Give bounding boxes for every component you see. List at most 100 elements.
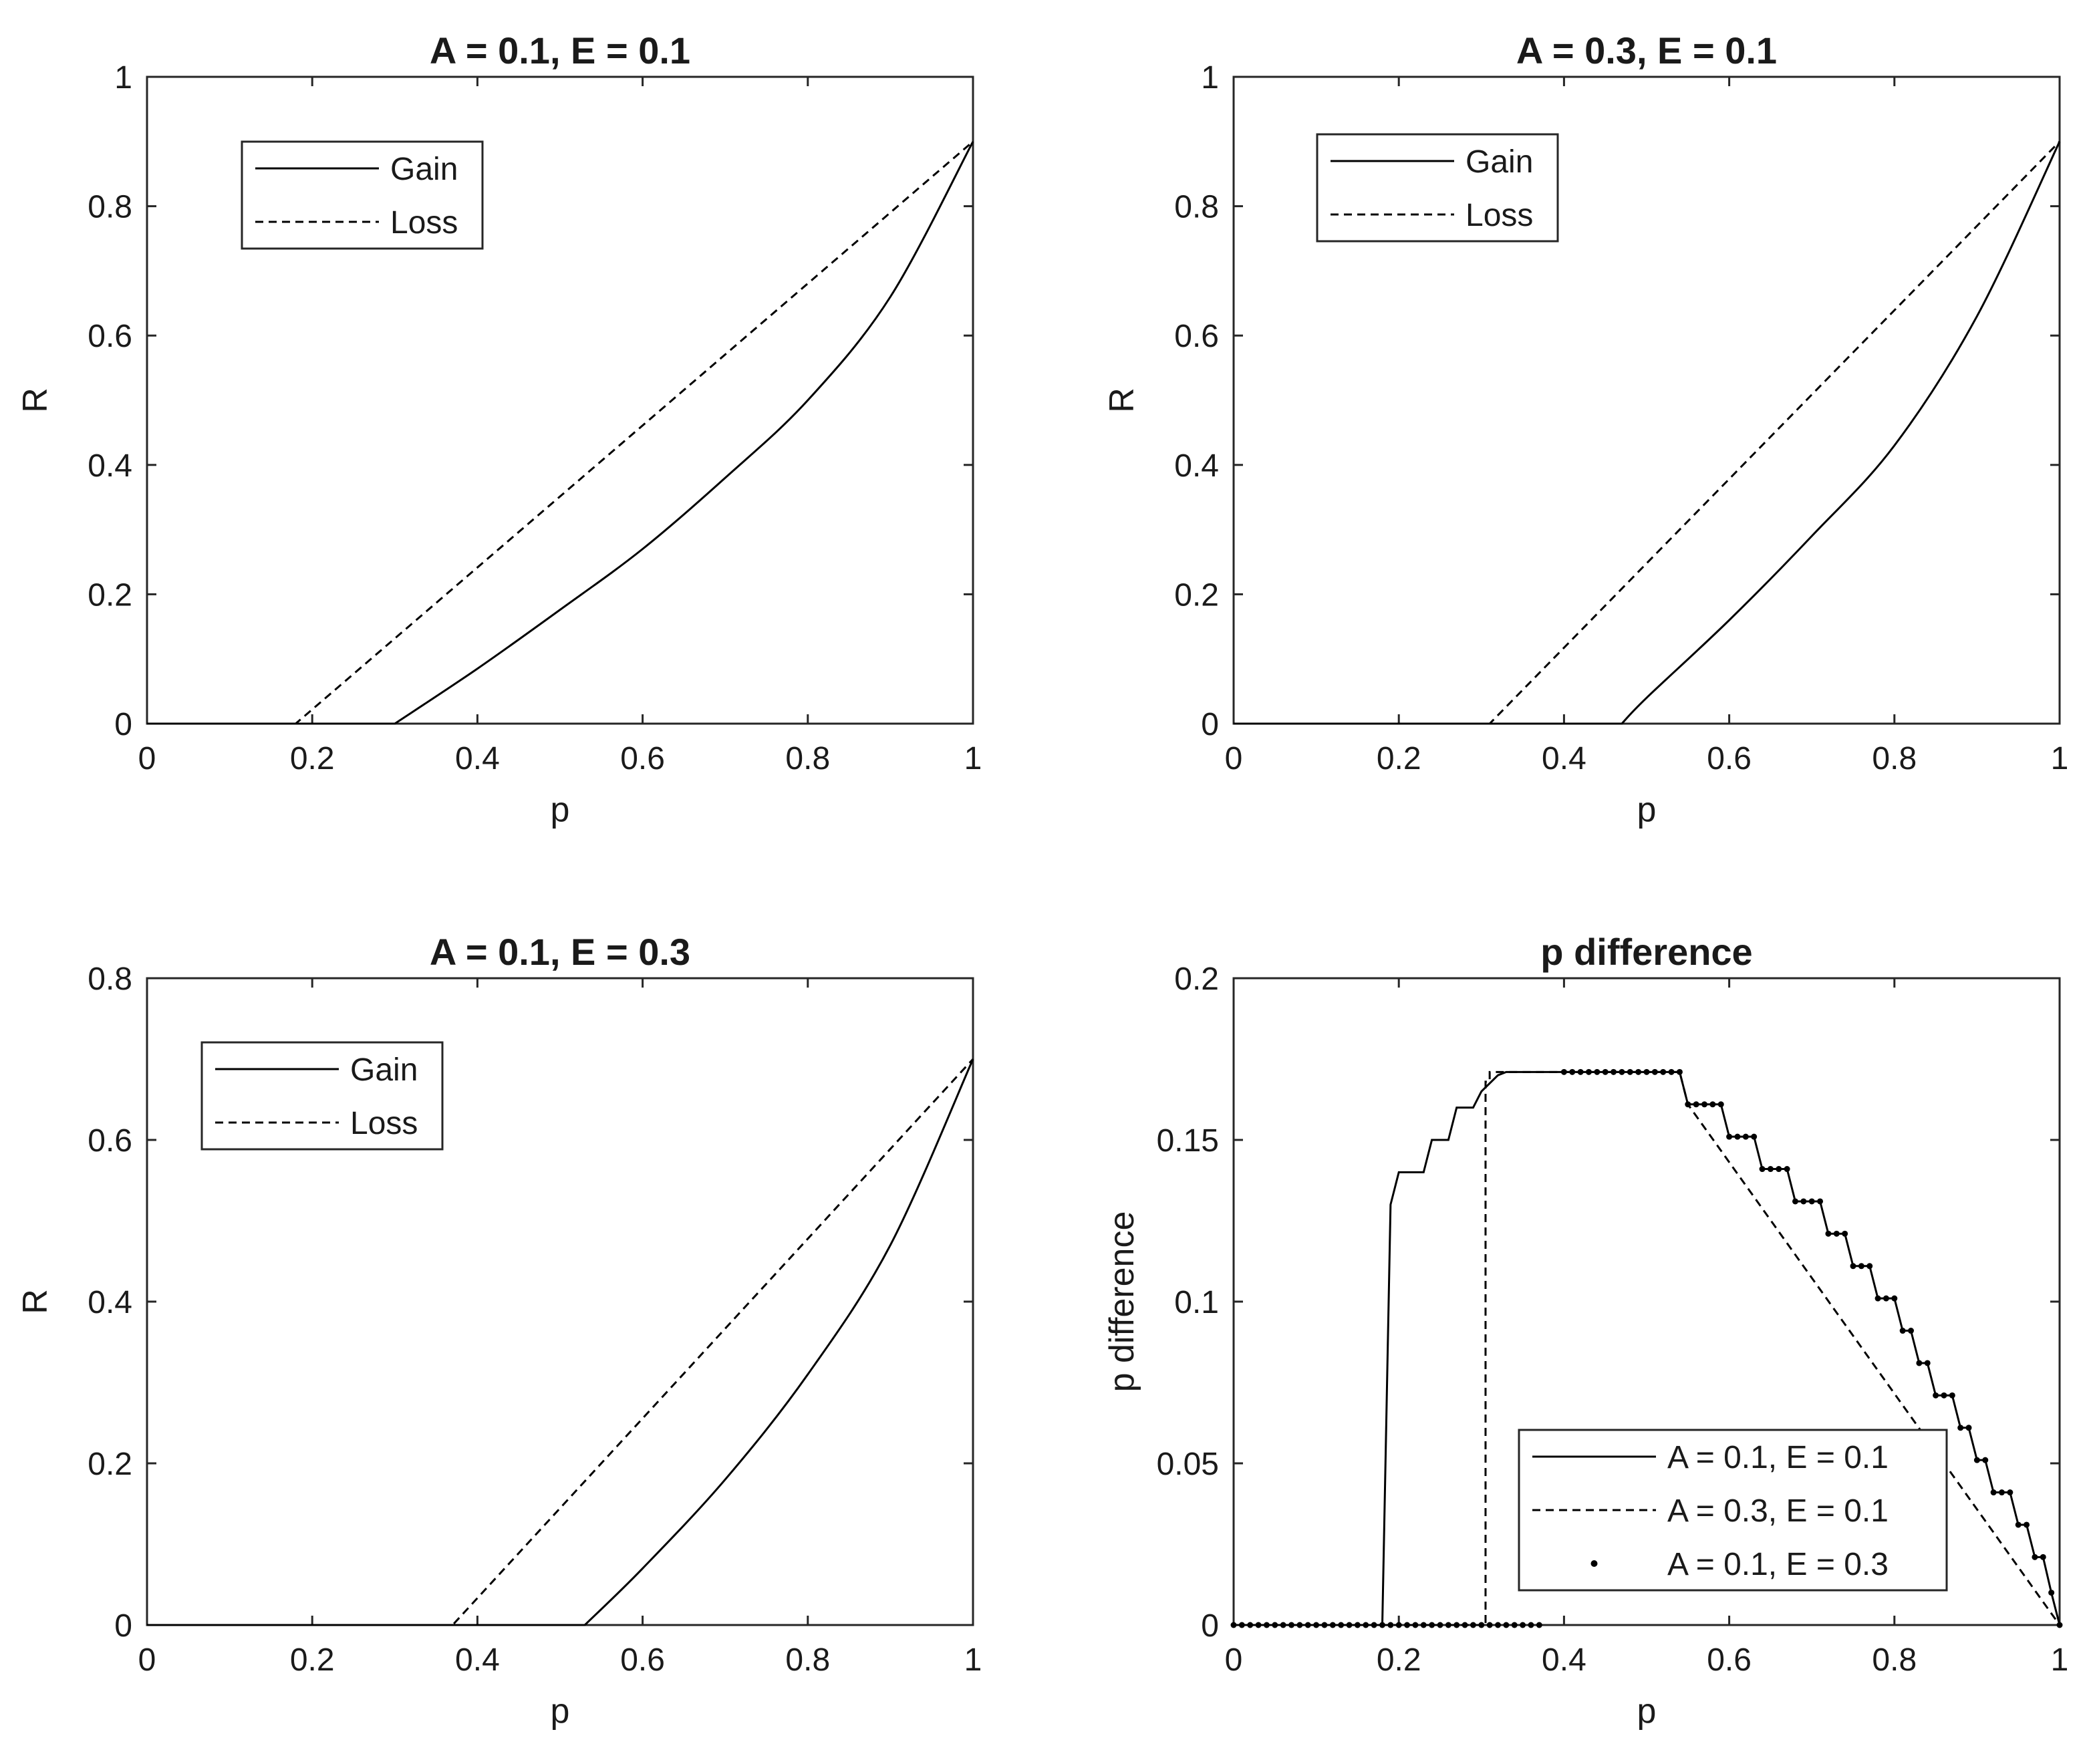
data-point	[1676, 1068, 1683, 1075]
legend-label: A = 0.1, E = 0.1	[1667, 1440, 1889, 1475]
series-line	[1234, 141, 2061, 725]
series-line	[147, 1058, 974, 1626]
x-axis-label: p	[1637, 1692, 1657, 1731]
data-point	[2024, 1521, 2030, 1528]
legend-box	[200, 1041, 444, 1151]
y-tick-label: 0.8	[88, 190, 132, 225]
data-point	[1776, 1166, 1782, 1173]
legend: Gain Loss	[1316, 133, 1559, 243]
x-tick-label: 0.8	[1872, 1642, 1917, 1678]
chart-title: A = 0.3, E = 0.1	[1516, 29, 1777, 71]
data-point	[1602, 1068, 1609, 1075]
legend-label: Gain	[390, 152, 458, 187]
panel-bottom-right: 0 0.2 0.4 0.6 0.8 1 0 0.05 0.1 0.15 0.2 p differenc…	[1103, 931, 2068, 1731]
legend-label: A = 0.1, E = 0.3	[1667, 1547, 1889, 1582]
data-point	[1908, 1328, 1915, 1334]
x-tick-label: 0.4	[455, 1642, 500, 1678]
y-tick-label: 0	[1201, 707, 1219, 742]
data-point	[1850, 1263, 1856, 1270]
y-tick-label: 0.2	[88, 1447, 132, 1482]
data-point	[1693, 1101, 1699, 1108]
data-point	[2015, 1521, 2022, 1528]
data-point	[1280, 1622, 1286, 1628]
y-axis-label: R	[16, 1289, 55, 1314]
data-point	[1329, 1622, 1336, 1628]
data-point	[1230, 1622, 1237, 1628]
data-point	[1304, 1622, 1311, 1628]
series-line	[147, 140, 974, 725]
data-point	[1560, 1068, 1567, 1075]
data-point	[1866, 1263, 1873, 1270]
series-line	[1234, 1070, 2061, 1626]
data-point	[1371, 1622, 1377, 1628]
x-tick-label: 0.6	[1707, 1642, 1752, 1678]
data-point	[1412, 1622, 1419, 1628]
panel-bottom-left: 0 0.2 0.4 0.6 0.8 1 0 0.2 0.4 0.6 0.8 A = 0.1, E = …	[16, 931, 982, 1731]
y-tick-label: 0.6	[88, 319, 132, 354]
x-tick-label: 0.2	[290, 1642, 335, 1678]
data-point	[1453, 1622, 1460, 1628]
data-point	[1751, 1133, 1758, 1140]
legend-label: Loss	[1466, 198, 1533, 233]
data-point	[1238, 1622, 1245, 1628]
data-point	[1874, 1295, 1881, 1302]
data-point	[1354, 1622, 1361, 1628]
x-axis-label: p	[551, 790, 570, 829]
x-tick-label: 0.6	[620, 1642, 665, 1678]
y-tick-label: 0	[1201, 1608, 1219, 1644]
data-point	[2040, 1554, 2046, 1560]
data-point	[1990, 1489, 1997, 1496]
y-axis-label: R	[1103, 388, 1141, 413]
x-tick-label: 0.8	[785, 741, 830, 776]
data-point	[1767, 1166, 1774, 1173]
data-point	[1825, 1230, 1832, 1237]
y-tick-label: 0.6	[88, 1123, 132, 1159]
data-point	[1395, 1622, 1402, 1628]
y-tick-label: 1	[114, 60, 132, 96]
data-point	[1387, 1622, 1394, 1628]
x-tick-label: 0.8	[1872, 741, 1917, 776]
data-point	[1321, 1622, 1328, 1628]
series-line	[1234, 140, 2061, 725]
chart-title: A = 0.1, E = 0.1	[430, 29, 690, 71]
axes-frame	[1232, 76, 2061, 725]
data-point	[1808, 1198, 1815, 1205]
data-point	[1363, 1622, 1369, 1628]
y-tick-label: 0.15	[1157, 1123, 1219, 1159]
data-point	[1685, 1101, 1691, 1108]
data-point	[1429, 1622, 1435, 1628]
data-point	[1585, 1068, 1592, 1075]
y-tick-label: 0.8	[1174, 190, 1219, 225]
legend: Gain Loss	[241, 140, 484, 250]
panel-top-left: 0 0.2 0.4 0.6 0.8 1 0 0.2 0.4 0.6 0.8 1 A = 0.1, E =…	[16, 29, 982, 829]
data-point	[1338, 1622, 1345, 1628]
panel-top-right: 0 0.2 0.4 0.6 0.8 1 0 0.2 0.4 0.6 0.8 1 A = 0.3, E =…	[1103, 29, 2068, 829]
x-tick-label: 0.6	[620, 741, 665, 776]
data-point	[1784, 1166, 1790, 1173]
data-point	[1957, 1425, 1964, 1431]
data-point	[1941, 1392, 1947, 1399]
x-axis-label: p	[551, 1692, 570, 1731]
data-point	[1668, 1068, 1675, 1075]
x-tick-label: 0.4	[455, 741, 500, 776]
data-point	[1709, 1101, 1716, 1108]
data-point	[1288, 1622, 1295, 1628]
data-point	[1800, 1198, 1807, 1205]
data-point	[1734, 1133, 1741, 1140]
data-point	[1536, 1622, 1542, 1628]
x-axis-label: p	[1637, 790, 1657, 829]
x-tick-label: 0	[1225, 741, 1243, 776]
data-point	[1891, 1295, 1898, 1302]
legend-label: A = 0.3, E = 0.1	[1667, 1493, 1889, 1529]
x-tick-label: 0.6	[1707, 741, 1752, 776]
data-point	[1495, 1622, 1502, 1628]
data-point	[1982, 1457, 1989, 1463]
data-point	[1404, 1622, 1411, 1628]
x-tick-label: 0.4	[1542, 1642, 1586, 1678]
x-tick-label: 0	[138, 741, 156, 776]
data-point	[1717, 1101, 1724, 1108]
y-tick-label: 0.2	[1174, 962, 1219, 997]
data-point	[1627, 1068, 1633, 1075]
y-tick-label: 0.05	[1157, 1447, 1219, 1482]
series-line	[147, 141, 974, 725]
